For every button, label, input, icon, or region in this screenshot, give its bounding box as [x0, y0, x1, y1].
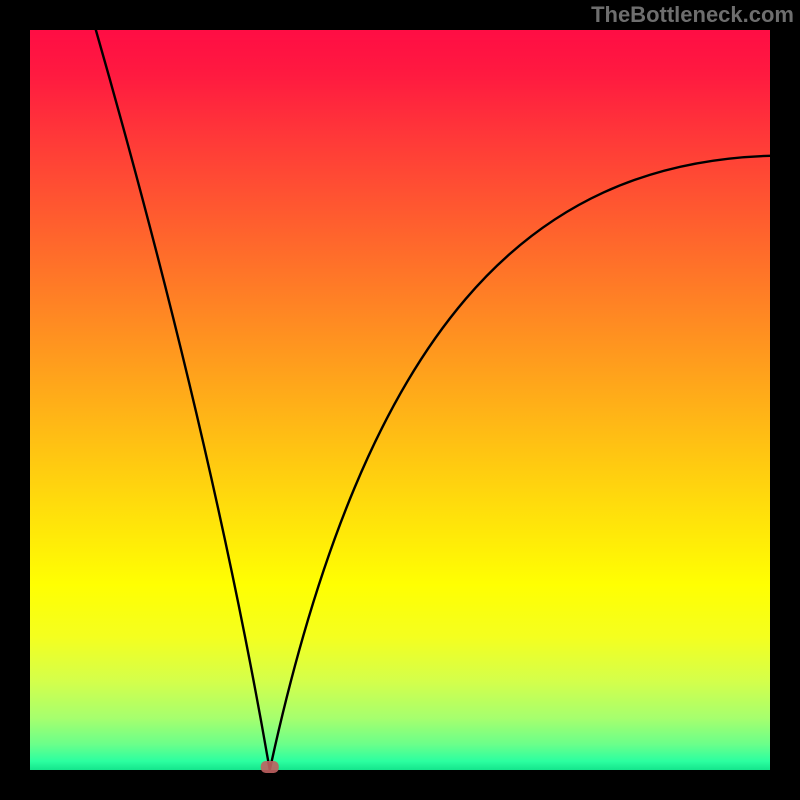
bottleneck-chart — [0, 0, 800, 800]
plot-background-gradient — [30, 30, 770, 770]
optimal-point-marker — [261, 761, 279, 773]
watermark-text: TheBottleneck.com — [591, 2, 794, 28]
chart-container: TheBottleneck.com — [0, 0, 800, 800]
